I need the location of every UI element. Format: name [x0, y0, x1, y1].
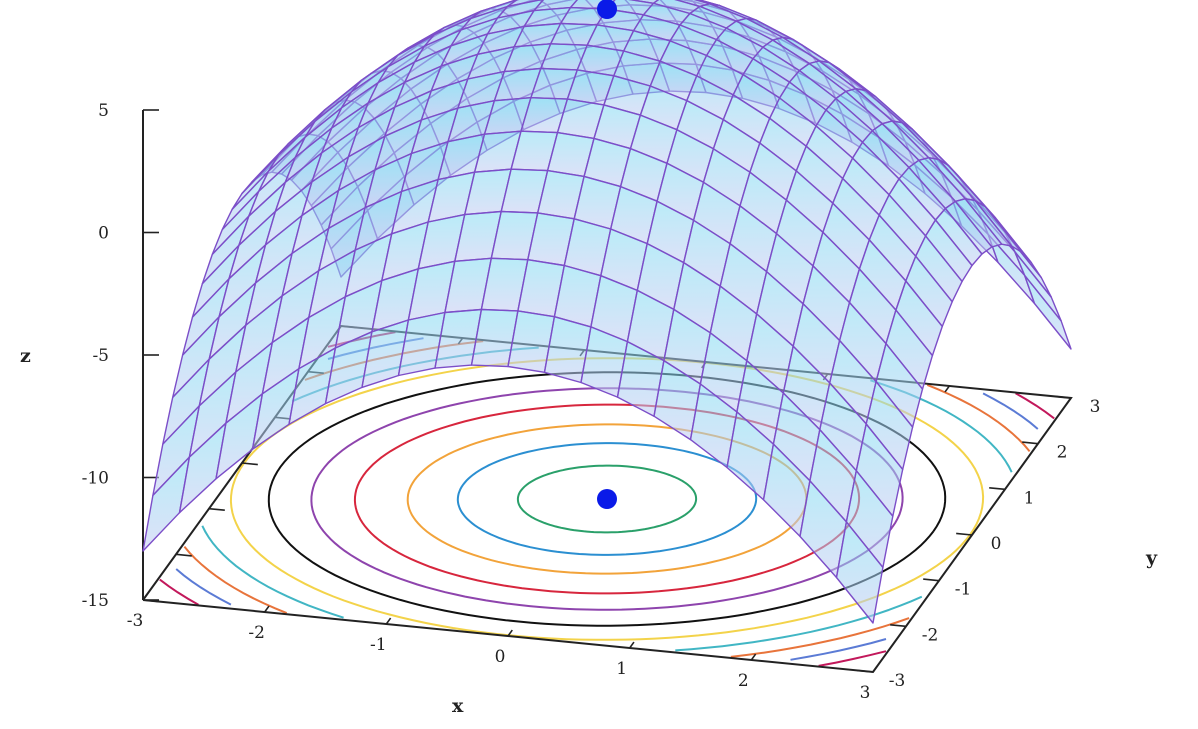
y-tick-mark: [890, 623, 907, 628]
x-tick-mark: [385, 617, 392, 625]
x-tick-label: -3: [127, 611, 144, 631]
x-tick-label: 3: [860, 683, 871, 703]
surface-patch: [1023, 274, 1072, 350]
y-tick-mark: [1055, 395, 1072, 399]
x-tick-label: -1: [370, 635, 387, 655]
z-tick-label: -5: [92, 346, 109, 366]
contour-line: [159, 578, 199, 606]
contour-line: [183, 545, 288, 615]
y-tick-label: -2: [922, 625, 939, 645]
z-tick-label: -15: [82, 591, 109, 611]
x-axis-label: x: [452, 695, 464, 717]
contour-line: [201, 525, 344, 619]
z-axis-label: z: [20, 345, 31, 367]
x-tick-mark: [142, 593, 148, 601]
contour-center-point: [597, 489, 617, 509]
x-tick-mark: [629, 641, 635, 649]
y-tick-mark: [956, 532, 973, 536]
contour-line: [730, 617, 910, 658]
y-tick-mark: [923, 578, 940, 582]
contour-line: [1015, 392, 1055, 420]
y-back-tick: [241, 462, 258, 466]
x-tick-label: 0: [495, 647, 506, 667]
z-tick-label: -10: [82, 469, 109, 489]
contour-line: [456, 442, 758, 556]
x-tick-mark: [507, 629, 513, 637]
y-tick-label: 1: [1024, 488, 1035, 508]
x-tick-mark: [872, 665, 878, 673]
y-tick-label: 3: [1090, 397, 1101, 417]
z-tick-label: 0: [98, 224, 109, 244]
x-tick-mark: [264, 605, 270, 613]
y-tick-label: 2: [1057, 443, 1068, 463]
y-tick-label: 0: [991, 534, 1002, 554]
surface-maximum-point: [597, 0, 617, 19]
y-tick-label: -3: [889, 671, 906, 691]
surface-patch: [835, 521, 884, 624]
contour-line: [516, 464, 698, 534]
contour-line: [818, 650, 887, 667]
contour-line: [982, 392, 1039, 430]
y-tick-mark: [857, 669, 874, 673]
x-back-tick: [944, 385, 950, 393]
y-back-tick: [208, 507, 225, 512]
contour-line: [926, 383, 1031, 453]
y-back-tick: [175, 553, 192, 557]
contour-line: [675, 595, 923, 652]
x-tick-mark: [750, 653, 757, 661]
y-tick-label: -1: [955, 580, 972, 600]
y-tick-mark: [989, 486, 1006, 491]
surface-layer: [142, 0, 1072, 624]
y-tick-mark: [1022, 441, 1039, 445]
x-tick-label: 2: [738, 671, 749, 691]
x-tick-label: 1: [616, 659, 627, 679]
contour-line: [790, 638, 887, 661]
x-back-tick: [1066, 397, 1072, 405]
y-axis-label: y: [1145, 547, 1158, 569]
contour-line: [175, 568, 232, 606]
x-tick-label: -2: [248, 623, 265, 643]
point-layer: [597, 0, 617, 509]
z-tick-label: 5: [98, 101, 109, 121]
